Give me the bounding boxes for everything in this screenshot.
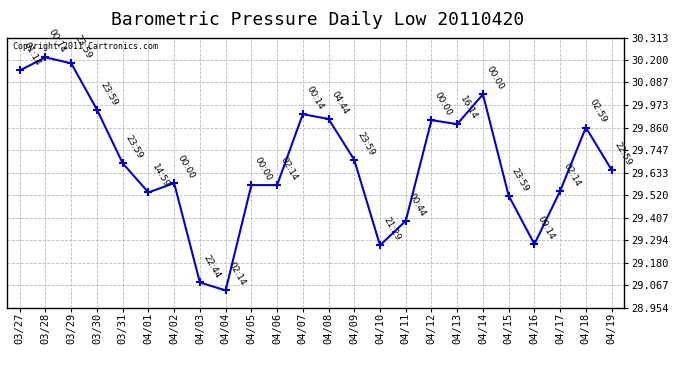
Text: Copyright 2011 Cartronics.com: Copyright 2011 Cartronics.com: [13, 42, 158, 51]
Text: 23:59: 23:59: [355, 130, 376, 157]
Text: 02:14: 02:14: [279, 156, 299, 182]
Text: 00:14: 00:14: [47, 28, 68, 55]
Text: 14:59: 14:59: [150, 163, 170, 190]
Text: 22:44: 22:44: [201, 253, 221, 280]
Text: 09:14: 09:14: [535, 214, 556, 242]
Text: 00:44: 00:44: [407, 191, 428, 218]
Text: 04:44: 04:44: [330, 90, 351, 116]
Text: 00:00: 00:00: [253, 155, 273, 182]
Text: 00:00: 00:00: [484, 64, 505, 92]
Text: 23:59: 23:59: [99, 80, 119, 107]
Text: 00:14: 00:14: [304, 85, 325, 111]
Text: 01:14: 01:14: [21, 41, 42, 68]
Text: 22:59: 22:59: [613, 140, 633, 167]
Text: 23:59: 23:59: [510, 166, 531, 193]
Text: 00:00: 00:00: [433, 90, 453, 117]
Text: 23:59: 23:59: [72, 34, 93, 60]
Text: Barometric Pressure Daily Low 20110420: Barometric Pressure Daily Low 20110420: [111, 11, 524, 29]
Text: 16:14: 16:14: [459, 94, 480, 122]
Text: 23:59: 23:59: [124, 134, 145, 160]
Text: 02:59: 02:59: [587, 98, 608, 125]
Text: 02:14: 02:14: [562, 162, 582, 188]
Text: 21:29: 21:29: [382, 216, 402, 243]
Text: 00:00: 00:00: [175, 153, 196, 180]
Text: 02:14: 02:14: [227, 261, 248, 288]
